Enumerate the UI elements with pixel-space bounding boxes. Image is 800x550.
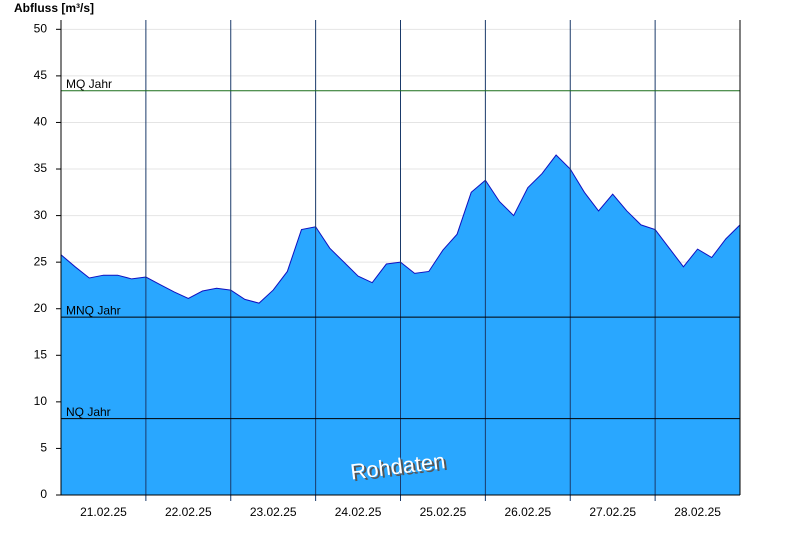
reference-label: MQ Jahr <box>66 77 112 91</box>
y-tick-label: 10 <box>34 394 48 408</box>
y-tick-label: 45 <box>34 68 48 82</box>
x-tick-label: 25.02.25 <box>420 505 467 519</box>
y-tick-label: 40 <box>34 115 48 129</box>
y-tick-label: 15 <box>34 347 48 361</box>
x-tick-label: 28.02.25 <box>674 505 721 519</box>
y-tick-label: 25 <box>34 254 48 268</box>
y-tick-label: 35 <box>34 161 48 175</box>
x-tick-label: 24.02.25 <box>335 505 382 519</box>
y-axis-title: Abfluss [m³/s] <box>14 1 94 15</box>
y-tick-label: 30 <box>34 208 48 222</box>
reference-label: MNQ Jahr <box>66 303 121 317</box>
reference-label: NQ Jahr <box>66 405 111 419</box>
y-tick-label: 50 <box>34 21 48 35</box>
x-tick-label: 23.02.25 <box>250 505 297 519</box>
y-tick-label: 0 <box>40 487 47 501</box>
x-tick-label: 22.02.25 <box>165 505 212 519</box>
y-tick-label: 20 <box>34 301 48 315</box>
x-tick-label: 21.02.25 <box>80 505 127 519</box>
x-tick-label: 26.02.25 <box>504 505 551 519</box>
x-tick-label: 27.02.25 <box>589 505 636 519</box>
y-tick-label: 5 <box>40 441 47 455</box>
